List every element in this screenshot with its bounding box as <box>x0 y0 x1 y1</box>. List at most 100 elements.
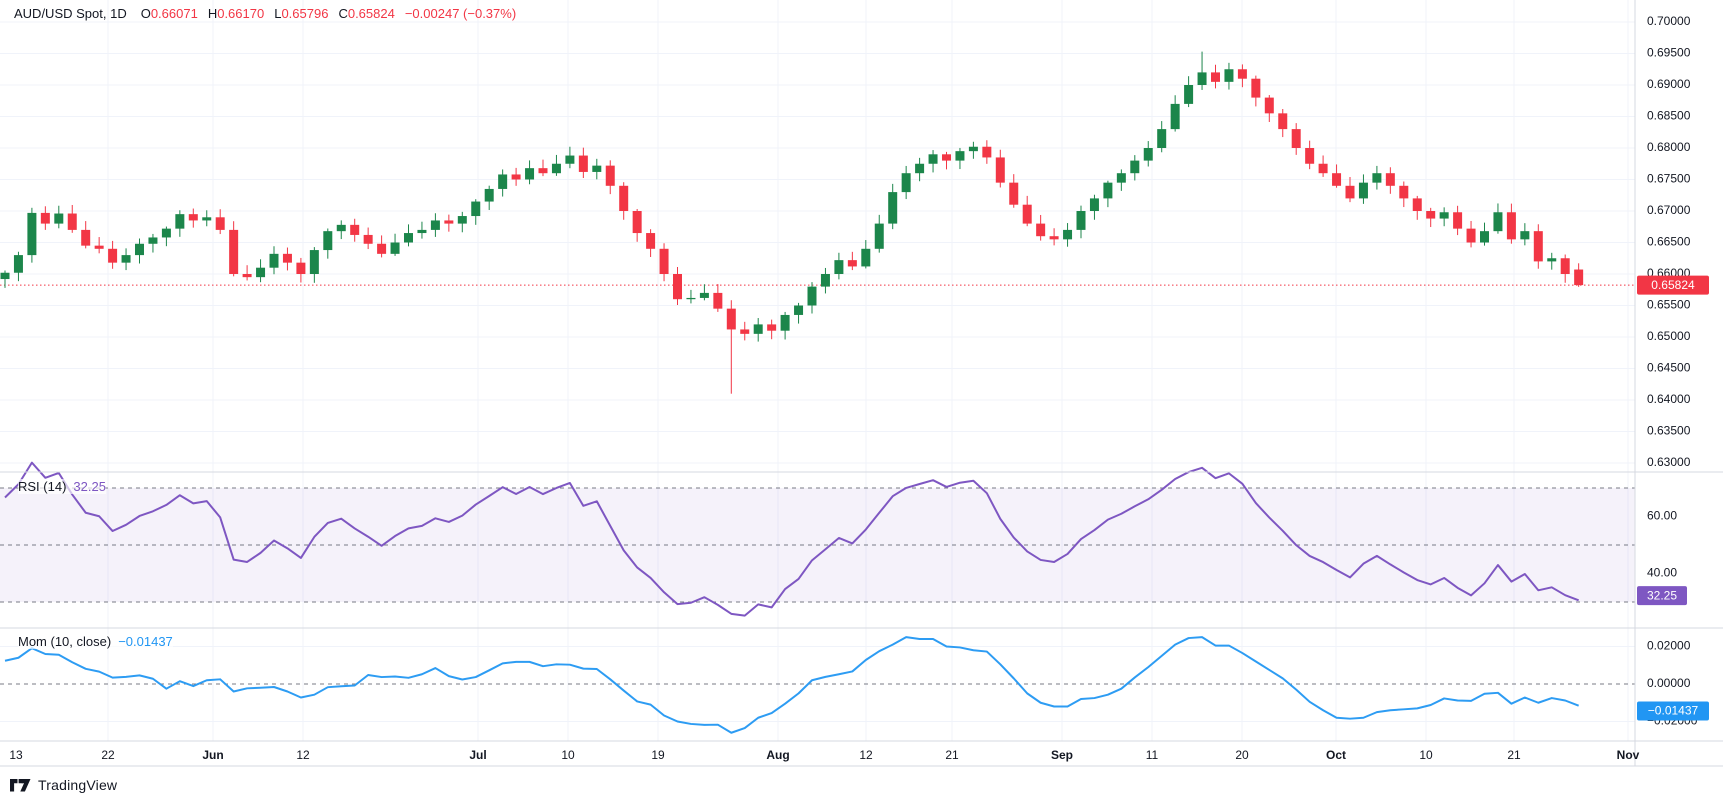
candle-body[interactable] <box>108 248 118 263</box>
candle-body[interactable] <box>605 165 615 186</box>
candle-body[interactable] <box>256 267 266 278</box>
candle-body[interactable] <box>1533 231 1543 262</box>
candle-body[interactable] <box>444 220 454 224</box>
candle-body[interactable] <box>188 214 198 221</box>
candle-body[interactable] <box>175 214 185 229</box>
candle-body[interactable] <box>1412 198 1422 211</box>
candle-body[interactable] <box>67 213 77 230</box>
candle-body[interactable] <box>242 274 252 278</box>
candle-body[interactable] <box>646 233 656 249</box>
candle-body[interactable] <box>861 248 871 267</box>
candle-body[interactable] <box>229 229 239 274</box>
candle-body[interactable] <box>54 213 64 224</box>
symbol-title[interactable]: AUD/USD Spot, 1D <box>14 6 127 21</box>
candle-body[interactable] <box>27 212 37 256</box>
candle-body[interactable] <box>1184 85 1194 104</box>
tradingview-brand-text[interactable]: TradingView <box>38 777 118 793</box>
candle-body[interactable] <box>1063 229 1073 240</box>
candle-body[interactable] <box>1237 69 1247 79</box>
candle-body[interactable] <box>834 260 844 274</box>
candle-body[interactable] <box>1547 258 1557 262</box>
candle-body[interactable] <box>1560 258 1570 274</box>
candle-body[interactable] <box>1439 212 1449 219</box>
candle-body[interactable] <box>215 217 225 230</box>
candle-body[interactable] <box>1466 228 1476 243</box>
candle-body[interactable] <box>1022 204 1032 224</box>
candle-body[interactable] <box>0 272 10 280</box>
candle-body[interactable] <box>1157 129 1167 148</box>
candle-body[interactable] <box>350 224 360 235</box>
candle-body[interactable] <box>377 243 387 254</box>
candle-body[interactable] <box>390 242 400 254</box>
tradingview-logo-icon[interactable] <box>10 778 31 792</box>
candle-body[interactable] <box>928 154 938 164</box>
candle-body[interactable] <box>1493 212 1503 232</box>
candle-body[interactable] <box>1318 163 1328 174</box>
candle-body[interactable] <box>565 155 575 164</box>
candle-body[interactable] <box>726 308 736 330</box>
candle-body[interactable] <box>40 212 50 224</box>
candle-body[interactable] <box>1345 185 1355 199</box>
candle-body[interactable] <box>794 305 804 315</box>
candle-body[interactable] <box>1264 97 1274 114</box>
candle-body[interactable] <box>767 324 777 331</box>
candle-body[interactable] <box>1278 113 1288 130</box>
candle-body[interactable] <box>121 255 131 263</box>
candle-body[interactable] <box>1197 72 1207 85</box>
candle-body[interactable] <box>1036 223 1046 237</box>
candle-body[interactable] <box>780 314 790 331</box>
candle-body[interactable] <box>1520 231 1530 240</box>
candle-body[interactable] <box>148 237 158 244</box>
candle-body[interactable] <box>1372 173 1382 183</box>
candle-body[interactable] <box>1305 148 1315 164</box>
candle-body[interactable] <box>942 154 951 161</box>
candle-body[interactable] <box>1574 269 1584 286</box>
candle-body[interactable] <box>511 174 521 180</box>
candle-body[interactable] <box>578 155 588 172</box>
chart-canvas[interactable]: 0.70000 0.69500 0.69000 0.68500 0.68000 0.675… <box>0 0 1723 767</box>
candle-body[interactable] <box>968 146 978 152</box>
candle-body[interactable] <box>363 234 373 244</box>
candle-body[interactable] <box>888 192 898 224</box>
candle-body[interactable] <box>1130 160 1140 174</box>
candle-body[interactable] <box>1224 69 1234 82</box>
candle-body[interactable] <box>202 217 212 221</box>
candle-body[interactable] <box>1385 173 1395 186</box>
rsi-pane-legend[interactable]: RSI (14) 32.25 <box>18 479 106 494</box>
candle-body[interactable] <box>847 260 857 267</box>
candle-body[interactable] <box>1332 173 1342 186</box>
candle-body[interactable] <box>699 292 709 298</box>
candle-body[interactable] <box>13 255 23 273</box>
candle-body[interactable] <box>551 163 561 174</box>
candle-body[interactable] <box>81 229 91 246</box>
candle-body[interactable] <box>1211 72 1220 82</box>
candle-body[interactable] <box>484 188 494 202</box>
rsi-line[interactable] <box>4 461 1580 617</box>
candle-body[interactable] <box>807 286 817 306</box>
candle-body[interactable] <box>1103 182 1113 199</box>
candle-body[interactable] <box>1358 182 1368 199</box>
candle-body[interactable] <box>336 224 346 232</box>
candle-body[interactable] <box>1506 212 1516 240</box>
candle-body[interactable] <box>1170 103 1180 130</box>
candle-body[interactable] <box>1399 185 1409 199</box>
candle-body[interactable] <box>430 220 440 230</box>
candle-body[interactable] <box>282 253 292 263</box>
candle-body[interactable] <box>874 223 884 249</box>
candle-body[interactable] <box>632 211 642 234</box>
candle-body[interactable] <box>753 324 763 334</box>
candle-body[interactable] <box>538 168 548 174</box>
candle-body[interactable] <box>1143 148 1153 161</box>
candle-body[interactable] <box>820 274 830 287</box>
candle-body[interactable] <box>901 173 911 193</box>
candle-body[interactable] <box>269 253 279 268</box>
candle-body[interactable] <box>1009 182 1019 205</box>
candle-body[interactable] <box>1049 236 1059 240</box>
candle-body[interactable] <box>1076 211 1086 230</box>
candle-body[interactable] <box>323 231 333 251</box>
candle-body[interactable] <box>1480 231 1489 243</box>
candle-body[interactable] <box>995 157 1005 183</box>
mom-pane-legend[interactable]: Mom (10, close) −0.01437 <box>18 634 173 649</box>
candle-body[interactable] <box>94 245 104 249</box>
candle-body[interactable] <box>619 185 629 211</box>
